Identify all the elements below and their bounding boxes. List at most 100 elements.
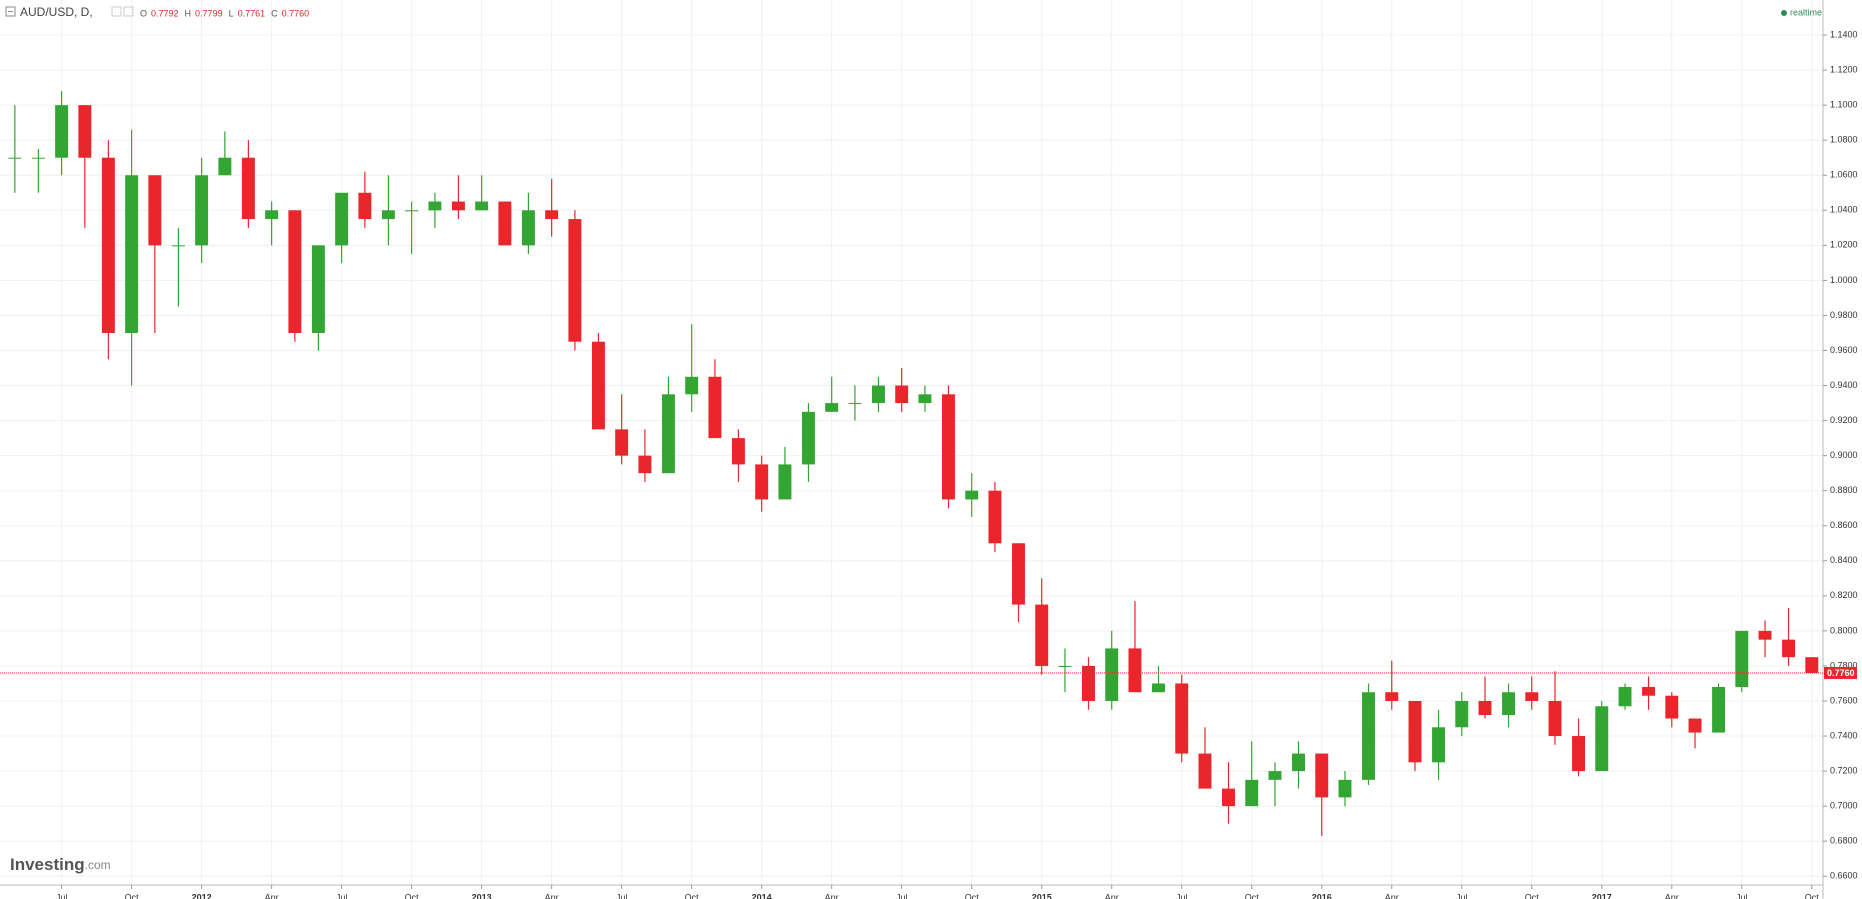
x-tick-label: Jul bbox=[1176, 892, 1188, 899]
realtime-dot bbox=[1781, 10, 1787, 16]
y-tick-label: 0.9600 bbox=[1830, 345, 1858, 355]
candle-body bbox=[1105, 648, 1119, 701]
candle-body bbox=[1712, 686, 1726, 733]
ohlc-key: C bbox=[271, 8, 278, 18]
y-tick-label: 0.8600 bbox=[1830, 520, 1858, 530]
candle-body bbox=[101, 157, 115, 333]
candle-body bbox=[451, 201, 465, 211]
candle-body bbox=[1198, 753, 1212, 789]
y-tick-label: 0.7400 bbox=[1830, 730, 1858, 740]
candle-body bbox=[498, 201, 512, 246]
candle-body bbox=[218, 157, 232, 176]
candle-body bbox=[311, 245, 325, 333]
x-tick-label: Oct bbox=[1245, 892, 1260, 899]
candle-body bbox=[55, 105, 69, 158]
candle-body bbox=[1688, 718, 1702, 733]
x-tick-label: Apr bbox=[265, 892, 279, 899]
candle-body bbox=[1268, 771, 1282, 780]
candle-body bbox=[148, 175, 162, 246]
candle-body bbox=[755, 464, 769, 500]
x-tick-label: Oct bbox=[405, 892, 420, 899]
x-tick-label: Oct bbox=[965, 892, 980, 899]
collapse-icon[interactable] bbox=[5, 6, 16, 17]
candle-body bbox=[1222, 788, 1235, 807]
candle-body bbox=[1572, 736, 1586, 772]
chart-title: AUD/USD, D, bbox=[20, 5, 93, 19]
candle-body bbox=[918, 394, 932, 404]
x-tick-label: Apr bbox=[545, 892, 559, 899]
candle-body bbox=[1128, 648, 1142, 693]
ohlc-key: O bbox=[140, 8, 147, 18]
x-tick-label: Jul bbox=[896, 892, 908, 899]
x-axis: Jul Oct 2012 Apr Jul Oct 2013 Apr Jul Oct 2014 Apr J… bbox=[56, 885, 1819, 899]
ohlc-key: H bbox=[185, 8, 192, 18]
y-tick-label: 1.0800 bbox=[1830, 135, 1858, 145]
candle-body bbox=[1525, 692, 1539, 701]
candle-body bbox=[358, 192, 372, 220]
y-tick-label: 1.0400 bbox=[1830, 205, 1858, 215]
candle-body bbox=[1152, 683, 1165, 693]
x-tick-label: Jul bbox=[336, 892, 348, 899]
candle-body bbox=[1082, 665, 1095, 701]
ohlc-value: 0.7760 bbox=[282, 8, 310, 18]
candle-body bbox=[708, 376, 722, 439]
candle-body bbox=[1035, 604, 1049, 666]
y-tick-label: 0.9200 bbox=[1830, 415, 1858, 425]
candle-body bbox=[195, 175, 209, 246]
settings-icon[interactable] bbox=[111, 6, 122, 17]
candle-body bbox=[1805, 657, 1819, 673]
y-tick-label: 0.9800 bbox=[1830, 310, 1858, 320]
x-tick-label: Apr bbox=[1385, 892, 1399, 899]
candle-body bbox=[475, 201, 489, 211]
ohlc-value: 0.7761 bbox=[238, 8, 266, 18]
y-tick-label: 1.1400 bbox=[1830, 29, 1858, 39]
candle-body bbox=[405, 210, 419, 212]
candle-body bbox=[1642, 686, 1656, 696]
candle-body bbox=[825, 403, 839, 412]
candle-body bbox=[895, 385, 909, 404]
y-tick-label: 0.9000 bbox=[1830, 450, 1858, 460]
x-tick-label: 2017 bbox=[1592, 892, 1612, 899]
last-price-label: 0.7760 bbox=[1827, 668, 1855, 678]
candle-body bbox=[941, 394, 955, 500]
candle-body bbox=[125, 175, 139, 333]
ohlc-legend: O 0.7792 H 0.7799 L 0.7761 C 0.7760 bbox=[140, 8, 309, 18]
candle-body bbox=[1618, 686, 1632, 707]
candle-body bbox=[661, 394, 675, 474]
candle-body bbox=[1502, 692, 1515, 716]
y-tick-label: 0.8000 bbox=[1830, 625, 1858, 635]
candle-body bbox=[965, 490, 979, 500]
candle-body bbox=[428, 201, 442, 211]
candle-body bbox=[78, 105, 92, 158]
y-tick-label: 0.7800 bbox=[1830, 660, 1858, 670]
candle-body bbox=[1058, 665, 1072, 667]
x-tick-label: Oct bbox=[125, 892, 140, 899]
brand: Investing.com bbox=[10, 855, 111, 874]
candle-body bbox=[265, 210, 279, 220]
last-price-tag bbox=[1824, 666, 1857, 679]
candle-body bbox=[871, 385, 885, 404]
y-tick-label: 0.6600 bbox=[1830, 871, 1858, 881]
candle-body bbox=[1292, 753, 1305, 772]
y-tick-label: 0.8200 bbox=[1830, 590, 1858, 600]
x-tick-label: 2013 bbox=[472, 892, 492, 899]
candle-body bbox=[988, 490, 1002, 544]
candle-body bbox=[568, 219, 582, 342]
y-tick-label: 1.0000 bbox=[1830, 275, 1858, 285]
candle-body bbox=[1478, 700, 1492, 716]
candle-body bbox=[1338, 779, 1352, 798]
ohlc-key: L bbox=[229, 8, 234, 18]
ohlc-value: 0.7799 bbox=[195, 8, 223, 18]
y-tick-label: 1.1200 bbox=[1830, 64, 1858, 74]
close-icon[interactable] bbox=[123, 6, 134, 17]
candle-body bbox=[241, 157, 255, 220]
y-tick-label: 0.7000 bbox=[1830, 801, 1858, 811]
candle-body bbox=[521, 210, 535, 246]
candle-body bbox=[1408, 700, 1422, 763]
x-tick-label: 2016 bbox=[1312, 892, 1332, 899]
candle-body bbox=[731, 438, 745, 465]
candle-body bbox=[1245, 779, 1259, 807]
candle-body bbox=[1012, 543, 1025, 605]
